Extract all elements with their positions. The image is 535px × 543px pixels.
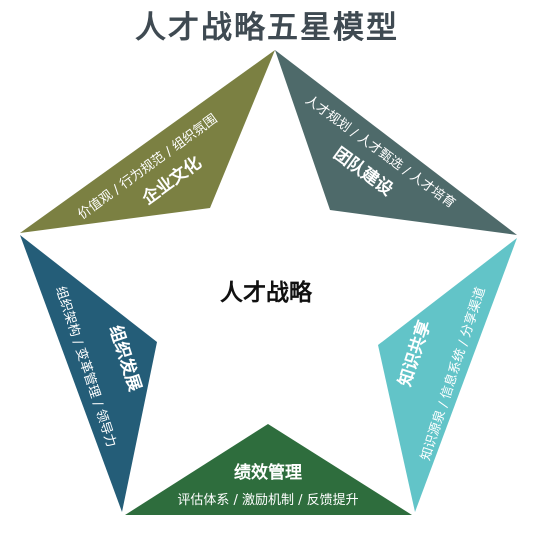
- star-point-performance: 绩效管理 评估体系 / 激励机制 / 反馈提升: [125, 424, 412, 515]
- star-point-knowledge: 知识共享 知识源泉 / 信息系统 / 分享渠道: [378, 238, 517, 512]
- performance-heading: 绩效管理: [234, 462, 302, 483]
- diagram-title: 人才战略五星模型: [135, 10, 399, 46]
- culture-triangle: [20, 50, 275, 233]
- performance-triangle: [125, 424, 412, 515]
- organization-triangle: [20, 235, 157, 512]
- star-point-team: 团队建设 人才规划 / 人才甄选 / 人才培育: [275, 50, 517, 235]
- star-point-organization: 组织发展 组织架构 / 变革管理 / 领导力: [20, 235, 157, 512]
- knowledge-triangle: [378, 238, 517, 512]
- performance-detail: 评估体系 / 激励机制 / 反馈提升: [177, 492, 358, 508]
- team-triangle: [275, 50, 517, 235]
- center-label: 人才战略: [220, 279, 313, 306]
- star-point-culture: 企业文化 价值观 / 行为规范 / 组织氛围: [20, 50, 275, 233]
